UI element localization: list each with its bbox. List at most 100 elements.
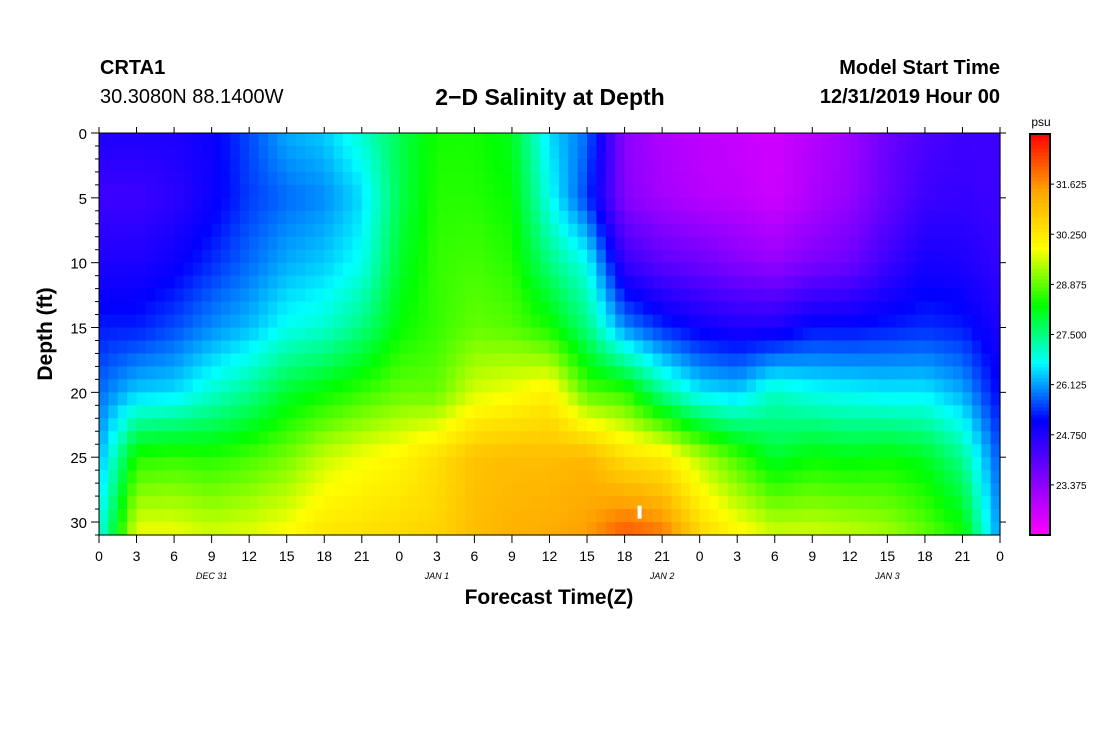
heatmap-cell xyxy=(474,262,485,277)
heatmap-cell xyxy=(465,496,476,510)
heatmap-cell xyxy=(821,223,832,238)
heatmap-cell xyxy=(774,236,785,251)
heatmap-cell xyxy=(990,405,1001,419)
heatmap-cell xyxy=(596,249,607,264)
heatmap-cell xyxy=(840,366,851,380)
heatmap-cell xyxy=(389,314,400,329)
heatmap-cell xyxy=(324,340,335,355)
heatmap-cell xyxy=(633,301,644,316)
heatmap-cell xyxy=(662,431,673,445)
heatmap-cell xyxy=(493,431,504,445)
heatmap-cell xyxy=(680,522,691,536)
heatmap-cell xyxy=(981,405,992,419)
heatmap-cell xyxy=(755,405,766,419)
heatmap-cell xyxy=(521,392,532,406)
heatmap-cell xyxy=(408,262,419,277)
heatmap-cell xyxy=(145,483,156,497)
heatmap-cell xyxy=(549,431,560,445)
heatmap-cell xyxy=(915,431,926,445)
heatmap-cell xyxy=(211,392,222,406)
heatmap-cell xyxy=(624,275,635,290)
heatmap-cell xyxy=(474,314,485,329)
heatmap-cell xyxy=(943,457,954,471)
heatmap-cell xyxy=(680,301,691,316)
heatmap-cell xyxy=(108,301,119,316)
heatmap-cell xyxy=(690,158,701,173)
colorbar-segment xyxy=(1030,185,1050,190)
heatmap-cell xyxy=(296,197,307,212)
heatmap-cell xyxy=(793,340,804,355)
heatmap-cell xyxy=(155,392,166,406)
heatmap-cell xyxy=(981,431,992,445)
heatmap-cell xyxy=(652,405,663,419)
heatmap-cell xyxy=(239,431,250,445)
heatmap-cell xyxy=(511,509,522,523)
heatmap-cell xyxy=(493,379,504,393)
heatmap-cell xyxy=(305,353,316,368)
heatmap-cell xyxy=(849,249,860,264)
heatmap-cell xyxy=(352,145,363,160)
heatmap-cell xyxy=(267,366,278,380)
heatmap-cell xyxy=(774,197,785,212)
heatmap-cell xyxy=(784,405,795,419)
heatmap-cell xyxy=(418,340,429,355)
heatmap-cell xyxy=(361,171,372,186)
heatmap-cell xyxy=(765,314,776,329)
heatmap-cell xyxy=(324,366,335,380)
heatmap-cell xyxy=(577,327,588,342)
heatmap-cell xyxy=(840,171,851,186)
heatmap-cell xyxy=(624,314,635,329)
heatmap-cell xyxy=(521,405,532,419)
heatmap-cell xyxy=(549,340,560,355)
heatmap-cell xyxy=(352,197,363,212)
heatmap-cell xyxy=(108,275,119,290)
heatmap-cell xyxy=(493,197,504,212)
heatmap-cell xyxy=(230,431,241,445)
heatmap-cell xyxy=(117,353,128,368)
heatmap-cell xyxy=(831,340,842,355)
heatmap-cell xyxy=(605,275,616,290)
heatmap-cell xyxy=(821,405,832,419)
heatmap-cell xyxy=(502,133,513,147)
x-tick-label: 9 xyxy=(508,548,516,564)
heatmap-cell xyxy=(680,366,691,380)
heatmap-cell xyxy=(671,405,682,419)
heatmap-cell xyxy=(474,236,485,251)
heatmap-cell xyxy=(652,353,663,368)
heatmap-cell xyxy=(971,405,982,419)
heatmap-cell xyxy=(389,236,400,251)
heatmap-cell xyxy=(737,483,748,497)
heatmap-cell xyxy=(831,184,842,199)
heatmap-cell xyxy=(258,496,269,510)
heatmap-cell xyxy=(99,301,109,316)
heatmap-cell xyxy=(812,145,823,160)
heatmap-cell xyxy=(793,470,804,484)
heatmap-cell xyxy=(314,496,325,510)
heatmap-cell xyxy=(568,327,579,342)
heatmap-cell xyxy=(887,483,898,497)
heatmap-cell xyxy=(502,431,513,445)
heatmap-cell xyxy=(896,457,907,471)
heatmap-cell xyxy=(821,262,832,277)
heatmap-cell xyxy=(136,301,147,316)
heatmap-cell xyxy=(530,392,541,406)
heatmap-cell xyxy=(174,418,185,432)
colorbar-segment xyxy=(1030,287,1050,292)
heatmap-cell xyxy=(915,301,926,316)
heatmap-cell xyxy=(530,314,541,329)
heatmap-cell xyxy=(906,405,917,419)
colorbar-tick-label: 26.125 xyxy=(1056,381,1087,392)
heatmap-cell xyxy=(953,379,964,393)
heatmap-cell xyxy=(277,158,288,173)
heatmap-cell xyxy=(249,379,260,393)
heatmap-cell xyxy=(737,314,748,329)
heatmap-cell xyxy=(755,288,766,303)
heatmap-cell xyxy=(906,275,917,290)
heatmap-cell xyxy=(680,314,691,329)
heatmap-cell xyxy=(324,236,335,251)
heatmap-cell xyxy=(662,210,673,225)
heatmap-cell xyxy=(521,145,532,160)
heatmap-cell xyxy=(652,418,663,432)
heatmap-cell xyxy=(915,327,926,342)
heatmap-cell xyxy=(727,223,738,238)
